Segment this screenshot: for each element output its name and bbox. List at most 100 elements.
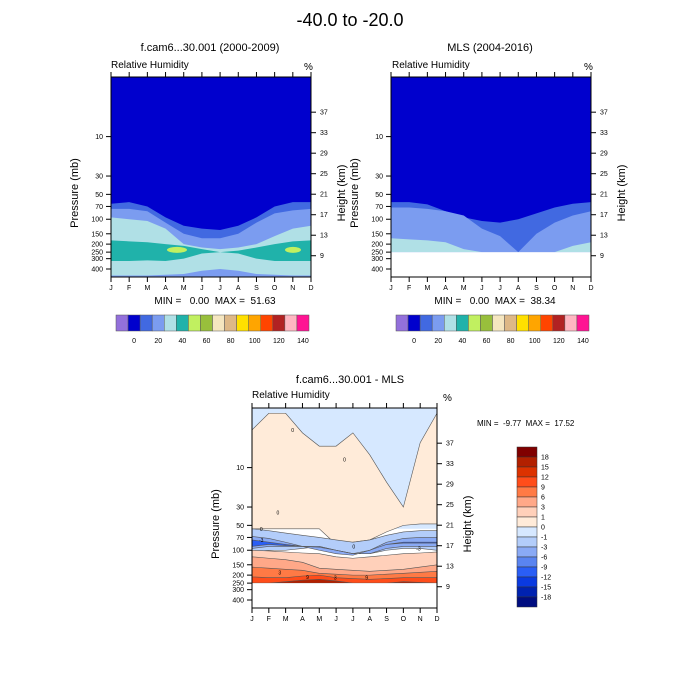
panel1-colorbar-label: 0 — [132, 338, 136, 345]
x-tick-label: S — [534, 285, 539, 292]
panel-3-field — [251, 408, 438, 608]
panel1-colorbar-label: 20 — [154, 338, 162, 345]
y-tick-label: 300 — [91, 256, 103, 263]
y2-tick-label: 21 — [446, 523, 454, 530]
contour-label: 0 — [343, 458, 346, 464]
panel2-units: % — [584, 62, 593, 73]
panel1-colorbar-box — [212, 314, 225, 332]
panel1-colorbar-box — [296, 314, 310, 332]
panel2-colorbar-label: 40 — [458, 338, 466, 345]
y2-axis-label: Height (km) — [336, 165, 348, 222]
panel3-units: % — [443, 393, 452, 404]
panel-2-field — [391, 77, 591, 277]
x-tick-label: S — [254, 285, 259, 292]
x-tick-label: O — [272, 285, 278, 292]
x-tick-label: A — [443, 285, 448, 292]
y-tick-label: 50 — [236, 523, 244, 530]
panel-1-axes — [106, 72, 316, 282]
panel-1-field — [111, 77, 311, 277]
field-band — [111, 217, 311, 276]
y-tick-label: 30 — [375, 174, 383, 181]
y2-tick-label: 29 — [446, 482, 454, 489]
y-tick-label: 50 — [95, 192, 103, 199]
panel1-colorbar-label: 40 — [178, 338, 186, 345]
y-tick-label: 200 — [371, 242, 383, 249]
field-band — [391, 207, 591, 253]
panel3-colorbar-label: -12 — [541, 575, 551, 582]
panel3-colorbar-label: -18 — [541, 595, 551, 602]
x-tick-label: M — [181, 285, 187, 292]
y2-tick-label: 25 — [320, 171, 328, 178]
panel3-colorbar-box — [516, 456, 538, 468]
panel1-colorbar-box — [260, 314, 274, 332]
y2-tick-label: 25 — [446, 502, 454, 509]
panel3-colorbar-label: 12 — [541, 475, 549, 482]
x-tick-label: F — [407, 285, 411, 292]
panel2-colorbar-box — [552, 314, 566, 332]
panel1-colorbar-label: 80 — [227, 338, 235, 345]
y-tick-label: 50 — [375, 192, 383, 199]
y2-tick-label: 13 — [600, 233, 608, 240]
y-tick-label: 200 — [232, 573, 244, 580]
panel1-colorbar-box — [248, 314, 261, 332]
panel3-colorbar-label: 1 — [541, 515, 545, 522]
panel3-title: f.cam6...30.001 - MLS — [295, 374, 405, 386]
panel1-colorbar-label: 140 — [297, 338, 309, 345]
panel1-colorbar-label: 100 — [249, 338, 261, 345]
contour-label: 0 — [352, 544, 355, 550]
y2-tick-label: 33 — [320, 130, 328, 137]
contour-label: 9 — [365, 576, 368, 582]
y2-tick-label: 13 — [320, 233, 328, 240]
x-tick-label: D — [434, 616, 439, 623]
panel3-colorbar-label: 3 — [541, 505, 545, 512]
y-tick-label: 400 — [91, 266, 103, 273]
contour-label: -3 — [259, 538, 264, 544]
panel1-stats: MIN = 0.00 MAX = 51.63 — [154, 296, 276, 307]
panel3-colorbar-box — [516, 486, 538, 498]
panel1-colorbar-box — [151, 314, 165, 332]
y-tick-label: 100 — [232, 548, 244, 555]
y2-tick-label: 21 — [600, 192, 608, 199]
panel2-colorbar-box — [528, 314, 541, 332]
y-tick-label: 30 — [236, 505, 244, 512]
panel2-colorbar-box — [504, 314, 517, 332]
panel3-stats: MIN = -9.77 MAX = 17.52 — [477, 419, 575, 428]
panel2-colorbar-box — [395, 314, 409, 332]
panel-2-axes — [386, 72, 596, 282]
y-tick-label: 300 — [371, 256, 383, 263]
contour-label: 9 — [306, 575, 309, 581]
missing-data — [391, 252, 591, 277]
panel1-colorbar-box — [176, 314, 189, 332]
y-tick-label: 150 — [91, 231, 103, 238]
y-axis-label: Pressure (mb) — [69, 158, 81, 228]
panel2-colorbar-box — [564, 314, 578, 332]
y-tick-label: 10 — [375, 134, 383, 141]
y-tick-label: 200 — [91, 242, 103, 249]
plot-frame — [110, 76, 312, 278]
panel3-colorbar-box — [516, 466, 538, 478]
y2-axis-label: Height (km) — [462, 496, 474, 553]
panel3-colorbar-box — [516, 596, 538, 608]
y-tick-label: 300 — [232, 587, 244, 594]
y2-tick-label: 33 — [446, 461, 454, 468]
x-tick-label: M — [144, 285, 150, 292]
field-band — [111, 275, 311, 277]
y-tick-label: 100 — [371, 217, 383, 224]
x-tick-label: M — [461, 285, 467, 292]
panel2-stats: MIN = 0.00 MAX = 38.34 — [434, 296, 556, 307]
panel1-colorbar-box — [115, 314, 129, 332]
y2-tick-label: 37 — [320, 110, 328, 117]
contour-label: 0 — [291, 428, 294, 434]
y-tick-label: 70 — [375, 204, 383, 211]
y2-tick-label: 17 — [320, 212, 328, 219]
y2-tick-label: 29 — [320, 151, 328, 158]
x-tick-label: A — [236, 285, 241, 292]
panel2-colorbar-box — [468, 314, 481, 332]
panel3-colorbar-label: -15 — [541, 585, 551, 592]
y-tick-label: 250 — [91, 250, 103, 257]
x-tick-label: M — [283, 616, 289, 623]
x-tick-label: A — [163, 285, 168, 292]
panel2-colorbar-box — [540, 314, 554, 332]
panel2-colorbar-box — [492, 314, 505, 332]
y2-tick-label: 9 — [600, 253, 604, 260]
